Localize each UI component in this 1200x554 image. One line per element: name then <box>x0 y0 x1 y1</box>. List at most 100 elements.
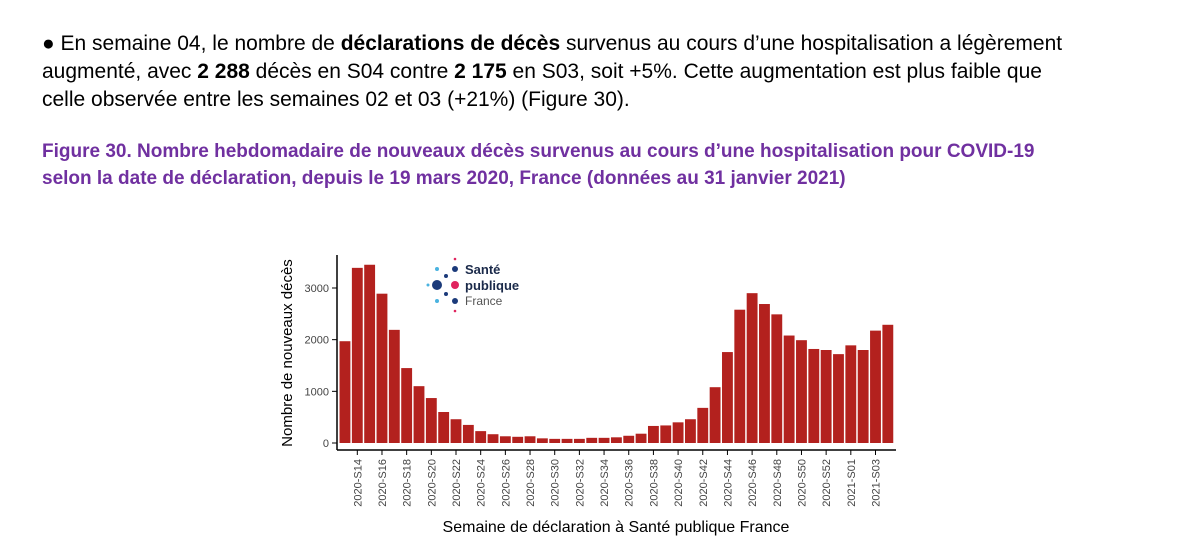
bar <box>536 438 548 443</box>
caption-line: Figure 30. Nombre hebdomadaire de nouvea… <box>42 141 1035 162</box>
bar <box>450 419 462 443</box>
bar <box>746 293 758 443</box>
bar <box>796 340 807 443</box>
x-tick-label: 2020-S18 <box>402 459 414 507</box>
caption-line: selon la date de déclaration, depuis le … <box>42 168 846 189</box>
bar <box>734 309 746 443</box>
logo-dot <box>452 266 458 272</box>
x-tick-label: 2020-S42 <box>698 459 710 507</box>
text-run: survenus au cours d’une hospitalisation … <box>560 32 1063 55</box>
figure-caption: Figure 30. Nombre hebdomadaire de nouvea… <box>42 138 1034 192</box>
bar <box>598 437 610 443</box>
x-tick-label: 2020-S50 <box>796 459 808 507</box>
logo-dot <box>444 292 448 296</box>
bar <box>820 350 832 443</box>
bar <box>512 436 524 443</box>
y-axis-label: Nombre de nouveaux décès <box>279 259 296 447</box>
bar <box>388 329 400 443</box>
logo-dot <box>432 280 442 290</box>
y-tick-label: 3000 <box>305 283 329 295</box>
text-line: ● En semaine 04, le nombre de déclaratio… <box>42 30 1062 58</box>
bar <box>882 324 894 443</box>
x-tick-label: 2020-S32 <box>574 459 586 507</box>
bar <box>672 422 684 443</box>
y-tick-label: 1000 <box>305 386 329 398</box>
text-run: 2 175 <box>454 60 507 83</box>
y-tick-label: 0 <box>323 438 329 450</box>
text-run: déclarations de décès <box>340 32 561 55</box>
bar <box>845 345 857 443</box>
x-tick-label: 2020-S44 <box>722 459 734 507</box>
bar <box>660 425 672 443</box>
bar <box>647 425 659 443</box>
bar <box>549 438 561 443</box>
text-line: augmenté, avec 2 288 décès en S04 contre… <box>42 58 1062 86</box>
bar <box>561 438 573 443</box>
x-tick-label: 2020-S52 <box>821 459 833 507</box>
bar <box>475 431 487 443</box>
bar <box>487 434 499 443</box>
bar <box>697 407 709 443</box>
bar <box>808 348 820 443</box>
bar <box>413 386 425 443</box>
logo-dot <box>444 274 448 278</box>
logo-dot <box>435 299 439 303</box>
text-run: 2 288 <box>197 60 250 83</box>
logo-dot <box>452 298 458 304</box>
bar <box>635 433 647 443</box>
x-tick-label: 2020-S30 <box>550 459 562 507</box>
bar <box>684 419 696 443</box>
x-tick-label: 2020-S24 <box>476 459 488 507</box>
x-tick-label: 2020-S16 <box>377 459 389 507</box>
bar <box>425 398 437 443</box>
paragraph: ● En semaine 04, le nombre de déclaratio… <box>42 30 1062 114</box>
bar <box>401 368 413 443</box>
x-tick-label: 2020-S38 <box>648 459 660 507</box>
x-tick-label: 2020-S26 <box>500 459 512 507</box>
logo: Santé publique France <box>426 257 519 313</box>
bar <box>524 436 536 443</box>
text-run: ● En semaine 04, le nombre de <box>42 32 341 55</box>
bar <box>857 350 869 443</box>
bar <box>783 335 795 443</box>
bar <box>364 264 376 443</box>
bar <box>351 267 363 443</box>
logo-dot <box>451 281 459 289</box>
x-tick-label: 2020-S36 <box>624 459 636 507</box>
bar <box>833 354 844 443</box>
logo-dot <box>453 257 457 261</box>
text-line: celle observée entre les semaines 02 et … <box>42 86 1062 114</box>
logo-dot <box>426 283 430 287</box>
x-tick-label: 2020-S20 <box>426 459 438 507</box>
bar <box>870 330 881 443</box>
text-run: décès en S04 contre <box>249 60 455 83</box>
x-tick-label: 2021-S01 <box>846 459 858 507</box>
text-run: celle observée entre les semaines 02 et … <box>42 88 630 111</box>
x-tick-label: 2020-S48 <box>772 459 784 507</box>
x-tick-label: 2020-S22 <box>451 459 463 507</box>
bar <box>709 387 721 443</box>
bar <box>339 341 351 443</box>
x-tick-label: 2020-S34 <box>599 459 611 507</box>
logo-dot <box>453 309 457 313</box>
bar <box>438 412 450 443</box>
x-tick-label: 2021-S03 <box>870 459 882 507</box>
x-axis-label: Semaine de déclaration à Santé publique … <box>443 519 790 536</box>
x-tick-label: 2020-S46 <box>747 459 759 507</box>
text-run: augmenté, avec <box>42 60 198 83</box>
bar <box>771 314 783 443</box>
bar <box>586 437 598 443</box>
logo-dot <box>435 267 439 271</box>
bar <box>722 352 733 443</box>
x-tick-label: 2020-S40 <box>673 459 685 507</box>
text-run: en S03, soit +5%. Cette augmentation est… <box>506 60 1042 83</box>
logo-text: France <box>465 294 503 308</box>
x-tick-label: 2020-S28 <box>525 459 537 507</box>
x-tick-label: 2020-S14 <box>352 459 364 507</box>
logo-text: Santé <box>465 262 500 277</box>
bar <box>462 424 474 443</box>
bar <box>610 437 622 443</box>
bar <box>623 435 635 443</box>
